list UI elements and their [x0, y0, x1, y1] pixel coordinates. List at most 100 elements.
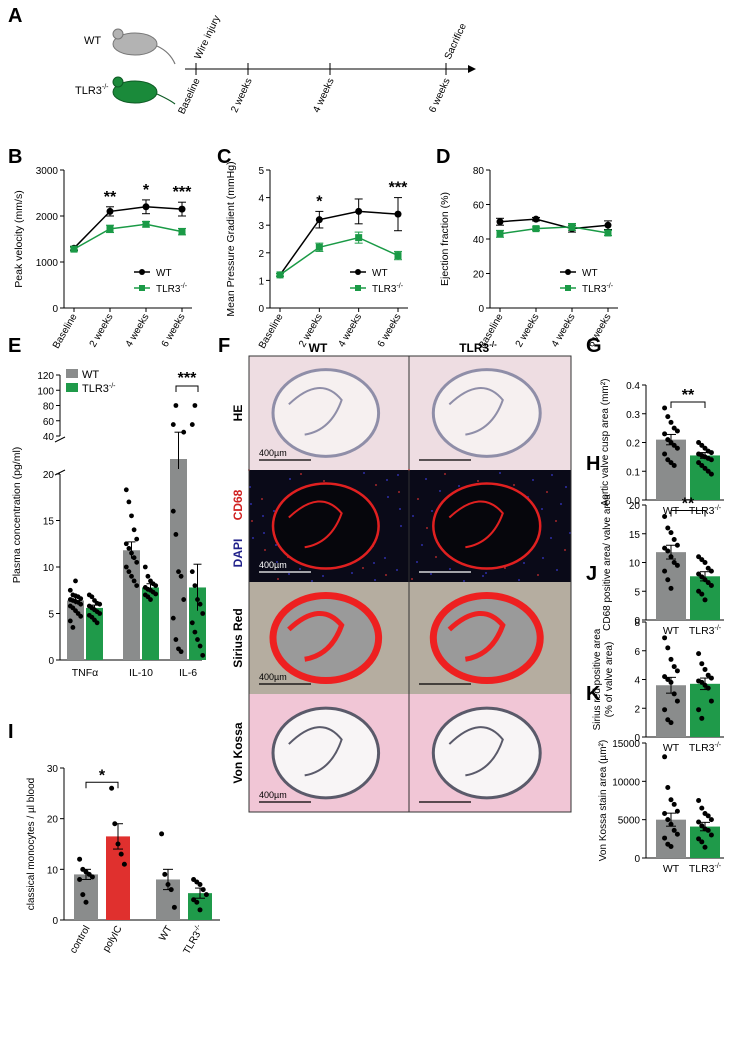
bar-chart-i: I 0 10 20 30 classical monocytes / µl blood co… — [8, 721, 220, 956]
data-point-tlr3 — [604, 229, 612, 237]
data-point — [77, 876, 83, 882]
legend-label-wt: WT — [372, 268, 388, 279]
data-point-wt — [106, 207, 114, 215]
x-tick-label: Baseline — [51, 312, 80, 351]
legend-swatch-tlr3 — [66, 383, 78, 392]
data-point — [178, 573, 184, 579]
row-label-von-kossa: Von Kossa — [231, 722, 245, 783]
row-label-cd68: CD68 — [231, 489, 245, 520]
stain-dot — [458, 485, 460, 487]
data-point — [197, 643, 203, 649]
data-point — [665, 677, 671, 682]
legend-marker-wt — [565, 269, 571, 275]
bar-wt — [170, 459, 187, 660]
data-point — [702, 597, 708, 603]
y-tick-label: 3 — [258, 221, 264, 232]
data-point — [129, 573, 134, 579]
series-line-tlr3 — [499, 226, 609, 235]
data-point — [708, 698, 714, 704]
x-tick-label: 2 weeks — [88, 312, 116, 349]
data-point — [200, 652, 206, 658]
y-tick-label: 4 — [634, 676, 640, 687]
stain-dot — [416, 561, 418, 563]
y-tick-label: 0 — [634, 854, 640, 865]
data-point — [662, 754, 668, 760]
data-point — [189, 422, 195, 427]
micrograph-frame — [248, 355, 572, 813]
data-point — [662, 635, 668, 641]
row-label-sirius-red: Sirius Red — [231, 608, 245, 667]
data-point — [665, 717, 671, 723]
timeline-timepoint-label: 2 weeks — [229, 77, 254, 115]
stain-dot — [385, 574, 387, 576]
panel-a: A WT TLR3-/- Baseline 2 weeks 4 weeks 6 wee… — [8, 5, 476, 116]
legend-label-tlr3: TLR3-/- — [372, 283, 404, 295]
y-tick-label: 8 — [634, 618, 640, 629]
y-tick-label: 80 — [473, 166, 485, 177]
data-point — [83, 899, 89, 905]
timeline-timepoint-label: 6 weeks — [427, 77, 452, 115]
valve-cusp — [288, 500, 343, 549]
data-point — [668, 821, 674, 827]
significance-bracket — [85, 781, 119, 789]
x-tick-label: TLR3-/- — [689, 742, 722, 754]
significance-marker: * — [316, 193, 323, 210]
legend-label-tlr3-main: TLR3 — [82, 383, 109, 395]
panel-label-d: D — [436, 146, 450, 168]
stain-dot — [542, 557, 544, 559]
data-point — [662, 451, 668, 457]
data-point — [189, 569, 195, 575]
data-point — [89, 594, 95, 600]
y-tick-label: 0 — [52, 916, 58, 927]
data-point — [665, 437, 671, 443]
data-point — [699, 591, 705, 597]
data-point — [674, 542, 680, 548]
panel-label-a: A — [8, 5, 22, 27]
data-point — [97, 611, 103, 616]
data-point — [665, 817, 671, 823]
data-point — [131, 527, 137, 533]
legend-label-tlr3-sup: -/- — [109, 383, 116, 390]
data-point — [671, 537, 677, 542]
y-tick-label: 15 — [43, 517, 55, 528]
data-point — [197, 882, 203, 888]
panel-label-h: H — [586, 453, 600, 475]
x-tick-label: TLR3-/- — [689, 625, 722, 637]
data-point-wt — [315, 216, 323, 224]
data-point — [671, 827, 677, 833]
stain-dot — [463, 580, 465, 582]
series-line-wt — [73, 206, 183, 249]
data-point — [77, 856, 83, 862]
data-point — [170, 422, 176, 427]
data-point — [78, 601, 84, 607]
data-point — [665, 525, 671, 531]
x-tick-label: 4 weeks — [336, 312, 364, 349]
series-line-tlr3 — [279, 236, 399, 276]
data-point — [200, 611, 206, 616]
panel-label-e: E — [8, 335, 21, 357]
legend-label-tlr3: TLR3-/- — [582, 283, 614, 295]
x-tick-label: WT — [663, 742, 680, 754]
timeline-timepoint-label: 4 weeks — [311, 77, 336, 115]
bar-chart-h: H 0 5 10 15 20 CD68 positive area/ valve area W… — [586, 453, 724, 637]
data-point — [668, 530, 674, 536]
scale-bar-label: 400µm — [259, 448, 287, 458]
data-point — [674, 562, 680, 568]
data-point — [145, 573, 151, 579]
stain-dot — [425, 478, 427, 480]
data-point — [668, 679, 674, 685]
data-point — [699, 574, 705, 580]
valve-ring — [429, 591, 544, 685]
data-point — [699, 679, 705, 685]
data-point-tlr3 — [70, 245, 78, 253]
stain-dot — [560, 503, 562, 505]
x-tick-label-main: TLR3 — [182, 929, 204, 956]
data-point — [708, 675, 714, 681]
y-axis-label: Plasma concentration (pg/ml) — [11, 447, 23, 584]
data-point — [674, 698, 680, 704]
data-point — [168, 887, 174, 893]
bar — [106, 836, 130, 920]
stain-dot — [387, 496, 389, 498]
x-tick-label: IL-10 — [129, 667, 153, 679]
